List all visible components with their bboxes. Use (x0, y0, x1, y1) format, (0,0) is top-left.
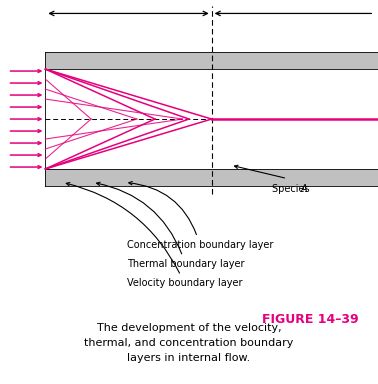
Text: layers in internal flow.: layers in internal flow. (127, 353, 251, 363)
Bar (45, 52, 378, 69)
Text: Velocity boundary layer: Velocity boundary layer (66, 182, 242, 288)
Text: A: A (301, 184, 307, 194)
Text: FIGURE 14–39: FIGURE 14–39 (262, 313, 359, 326)
Text: thermal, and concentration boundary: thermal, and concentration boundary (84, 338, 294, 348)
Text: Thermal boundary layer: Thermal boundary layer (96, 182, 244, 269)
Text: The development of the velocity,: The development of the velocity, (97, 323, 281, 333)
Text: Species: Species (272, 184, 313, 194)
Bar (45, 169, 378, 186)
Text: Concentration boundary layer: Concentration boundary layer (127, 182, 273, 250)
